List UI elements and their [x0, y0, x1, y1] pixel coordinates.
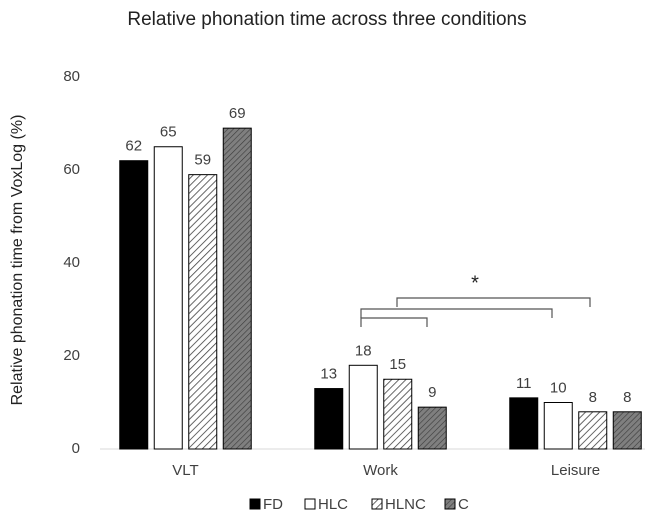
y-tick-label: 80 — [63, 68, 80, 85]
data-label: 13 — [320, 366, 337, 383]
bar — [509, 397, 539, 450]
x-tick-label: Leisure — [551, 462, 600, 479]
data-label: 8 — [623, 389, 631, 406]
bar — [543, 402, 573, 450]
y-tick-label: 20 — [63, 347, 80, 364]
bracket — [360, 317, 428, 327]
data-label: 15 — [389, 356, 406, 373]
legend-label: HLC — [318, 496, 348, 513]
bar — [348, 364, 378, 450]
y-tick-label: 60 — [63, 161, 80, 178]
data-label: 8 — [589, 389, 597, 406]
chart-title: Relative phonation time across three con… — [127, 9, 526, 30]
x-tick-label: VLT — [172, 462, 198, 479]
bar — [612, 411, 642, 450]
bar — [153, 146, 183, 450]
legend-swatch — [249, 498, 261, 510]
y-tick-label: 40 — [63, 254, 80, 271]
data-label: 59 — [194, 152, 211, 169]
data-label: 62 — [125, 138, 142, 155]
x-tick-label: Work — [363, 462, 398, 479]
bracket — [396, 297, 591, 307]
data-label: 11 — [516, 375, 532, 392]
data-label: 9 — [428, 384, 436, 401]
data-label: 69 — [229, 105, 246, 122]
significance-brackets — [360, 297, 591, 327]
data-label: 65 — [160, 124, 177, 141]
legend-label: C — [458, 496, 469, 513]
annotation: * — [471, 272, 479, 294]
bar — [222, 127, 252, 450]
bracket — [360, 308, 553, 318]
bar — [314, 388, 344, 450]
bar — [417, 406, 447, 450]
bar — [383, 378, 413, 450]
y-tick-label: 0 — [72, 440, 80, 457]
data-label: 10 — [550, 379, 567, 396]
legend-swatch — [304, 498, 316, 510]
legend-label: FD — [263, 496, 283, 513]
legend-swatch — [444, 498, 456, 510]
legend-label: HLNC — [385, 496, 426, 513]
bar — [119, 160, 149, 450]
data-label: 18 — [355, 342, 372, 359]
legend-swatch — [371, 498, 383, 510]
bar — [578, 411, 608, 450]
bar — [188, 174, 218, 450]
y-axis-title: Relative phonation time from VoxLog (%) — [9, 115, 26, 406]
